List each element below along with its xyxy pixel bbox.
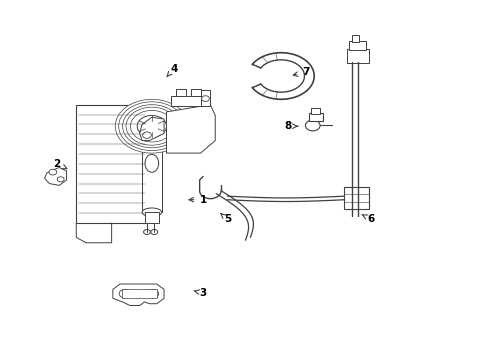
Ellipse shape bbox=[137, 116, 166, 137]
Bar bbox=[144, 212, 159, 223]
Text: 2: 2 bbox=[53, 159, 67, 169]
Text: 8: 8 bbox=[284, 121, 297, 131]
Ellipse shape bbox=[305, 120, 320, 131]
Ellipse shape bbox=[151, 229, 158, 234]
Ellipse shape bbox=[147, 289, 158, 298]
Polygon shape bbox=[140, 117, 163, 140]
Bar bbox=[122, 289, 157, 298]
Ellipse shape bbox=[130, 111, 173, 142]
Text: 4: 4 bbox=[167, 64, 177, 76]
Polygon shape bbox=[166, 105, 215, 153]
Text: 6: 6 bbox=[362, 215, 374, 224]
Ellipse shape bbox=[57, 177, 64, 182]
Bar bbox=[311, 108, 320, 114]
Ellipse shape bbox=[201, 96, 209, 102]
Bar bbox=[142, 137, 161, 212]
Ellipse shape bbox=[145, 154, 158, 172]
Bar bbox=[351, 35, 358, 42]
Bar bbox=[176, 89, 185, 96]
Text: 7: 7 bbox=[293, 67, 308, 77]
Ellipse shape bbox=[49, 169, 57, 175]
Bar bbox=[344, 187, 368, 209]
Ellipse shape bbox=[122, 105, 181, 148]
Text: 5: 5 bbox=[221, 213, 231, 224]
Ellipse shape bbox=[119, 289, 131, 298]
Ellipse shape bbox=[126, 107, 177, 145]
Ellipse shape bbox=[144, 121, 159, 132]
Ellipse shape bbox=[143, 229, 150, 234]
Bar bbox=[309, 113, 323, 121]
Ellipse shape bbox=[119, 102, 184, 150]
Ellipse shape bbox=[115, 99, 188, 153]
Bar bbox=[348, 41, 366, 50]
Bar bbox=[171, 96, 207, 107]
Text: 1: 1 bbox=[189, 195, 206, 205]
Ellipse shape bbox=[142, 132, 151, 138]
Bar bbox=[346, 49, 368, 63]
Bar bbox=[190, 89, 200, 96]
Polygon shape bbox=[113, 284, 163, 306]
Text: 3: 3 bbox=[194, 288, 206, 298]
Polygon shape bbox=[44, 167, 66, 185]
Ellipse shape bbox=[142, 208, 161, 217]
Bar bbox=[200, 90, 210, 107]
Bar bbox=[76, 105, 147, 223]
Ellipse shape bbox=[142, 132, 161, 142]
